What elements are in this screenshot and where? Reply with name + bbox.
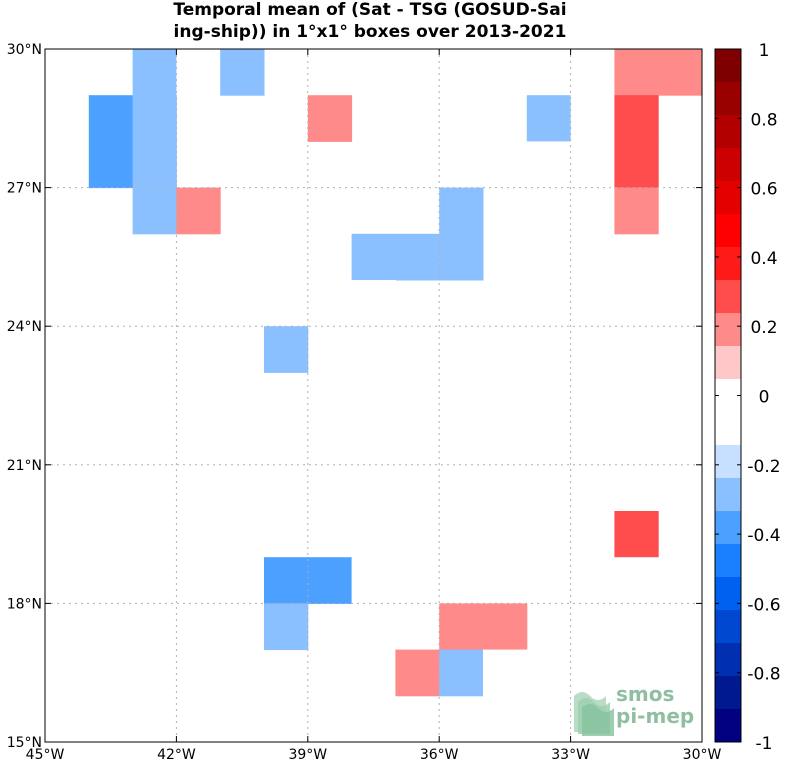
grid-cell — [264, 418, 309, 466]
x-tick-label: 42°W — [157, 747, 196, 763]
y-tick-label: 21°N — [7, 458, 42, 474]
grid-cell — [614, 49, 659, 96]
grid-cell — [351, 649, 396, 697]
grid-cell — [614, 511, 659, 558]
grid-cell — [439, 649, 484, 697]
grid-cell — [307, 511, 353, 558]
y-tick-label: 15°N — [7, 735, 42, 751]
y-tick-label: 18°N — [7, 596, 42, 612]
grid-cell — [351, 557, 396, 604]
grid-cell — [132, 49, 177, 96]
grid-cell — [132, 95, 177, 142]
x-axis-ticks: 45°W 42°W 39°W 36°W 33°W 30°W — [26, 49, 722, 763]
watermark-line-1: smos — [616, 682, 675, 706]
waves-logo-icon — [574, 692, 614, 736]
grid-cell — [307, 557, 353, 604]
y-tick-label: 27°N — [7, 181, 42, 197]
grid-cell — [220, 49, 265, 96]
y-axis-ticks: 15°N 18°N 21°N 24°N 27°N 30°N — [7, 42, 702, 751]
grid-cell — [395, 649, 440, 697]
y-tick-label: 30°N — [7, 42, 42, 58]
x-tick-label: 45°W — [26, 747, 65, 763]
map-title-line-2: ing-ship)) in 1°x1° boxes over 2013-2021 — [173, 22, 567, 42]
grid-cell — [614, 187, 659, 235]
grid-cell — [351, 603, 396, 651]
grid-cell — [264, 603, 309, 651]
grid-cell — [658, 418, 703, 466]
grid-cell — [526, 326, 572, 373]
grid-cell — [220, 326, 265, 373]
grid-cell — [614, 557, 659, 604]
grid-cell — [176, 49, 221, 96]
grid-cell — [570, 49, 615, 96]
grid-cell — [351, 233, 396, 281]
x-tick-label: 36°W — [420, 747, 459, 763]
grid-cell — [307, 95, 353, 142]
grid-cell — [483, 649, 528, 697]
grid-cell — [351, 372, 396, 420]
grid-cell — [614, 418, 659, 466]
grid-cell — [176, 649, 221, 697]
grid-cell — [88, 603, 134, 651]
grid-cell — [658, 372, 703, 420]
x-tick-label: 39°W — [288, 747, 327, 763]
grid-cell — [439, 603, 484, 651]
grid-cell — [307, 464, 353, 512]
y-tick-label: 24°N — [7, 319, 42, 335]
grid-cell — [45, 603, 90, 651]
grid-cell — [614, 603, 659, 651]
grid-cell — [395, 233, 440, 281]
grid-cell — [483, 141, 528, 189]
smos-pi-mep-watermark: smos pi-mep — [570, 682, 710, 738]
grid-cell — [439, 233, 484, 281]
map-frame — [44, 48, 703, 743]
grid-cell — [570, 603, 615, 651]
grid-cell — [132, 141, 177, 189]
x-tick-label: 33°W — [551, 747, 590, 763]
grid-cell — [439, 187, 484, 235]
grid-cell — [88, 95, 134, 142]
grid-cell — [176, 187, 221, 235]
grid-cell — [88, 141, 134, 189]
grid-cell — [526, 95, 572, 142]
grid-cell — [483, 603, 528, 651]
grid-cell — [658, 49, 703, 96]
grid-cell — [614, 95, 659, 142]
grid-cell — [264, 326, 309, 373]
grid-cell — [307, 233, 353, 281]
grid-cell — [351, 695, 396, 743]
grid-cell — [614, 141, 659, 189]
cells-layer — [45, 49, 703, 743]
grid-cell — [264, 557, 309, 604]
grid-cell — [526, 141, 572, 189]
watermark-line-2: pi-mep — [616, 704, 695, 728]
grid-cell — [351, 280, 396, 327]
grid-cell — [570, 95, 615, 142]
grid-cell — [132, 187, 177, 235]
x-tick-label: 30°W — [683, 747, 722, 763]
grid-cell — [439, 141, 484, 189]
grid-cell — [526, 418, 572, 466]
map-title-line-1: Temporal mean of (Sat - TSG (GOSUD-Sai — [173, 0, 567, 20]
